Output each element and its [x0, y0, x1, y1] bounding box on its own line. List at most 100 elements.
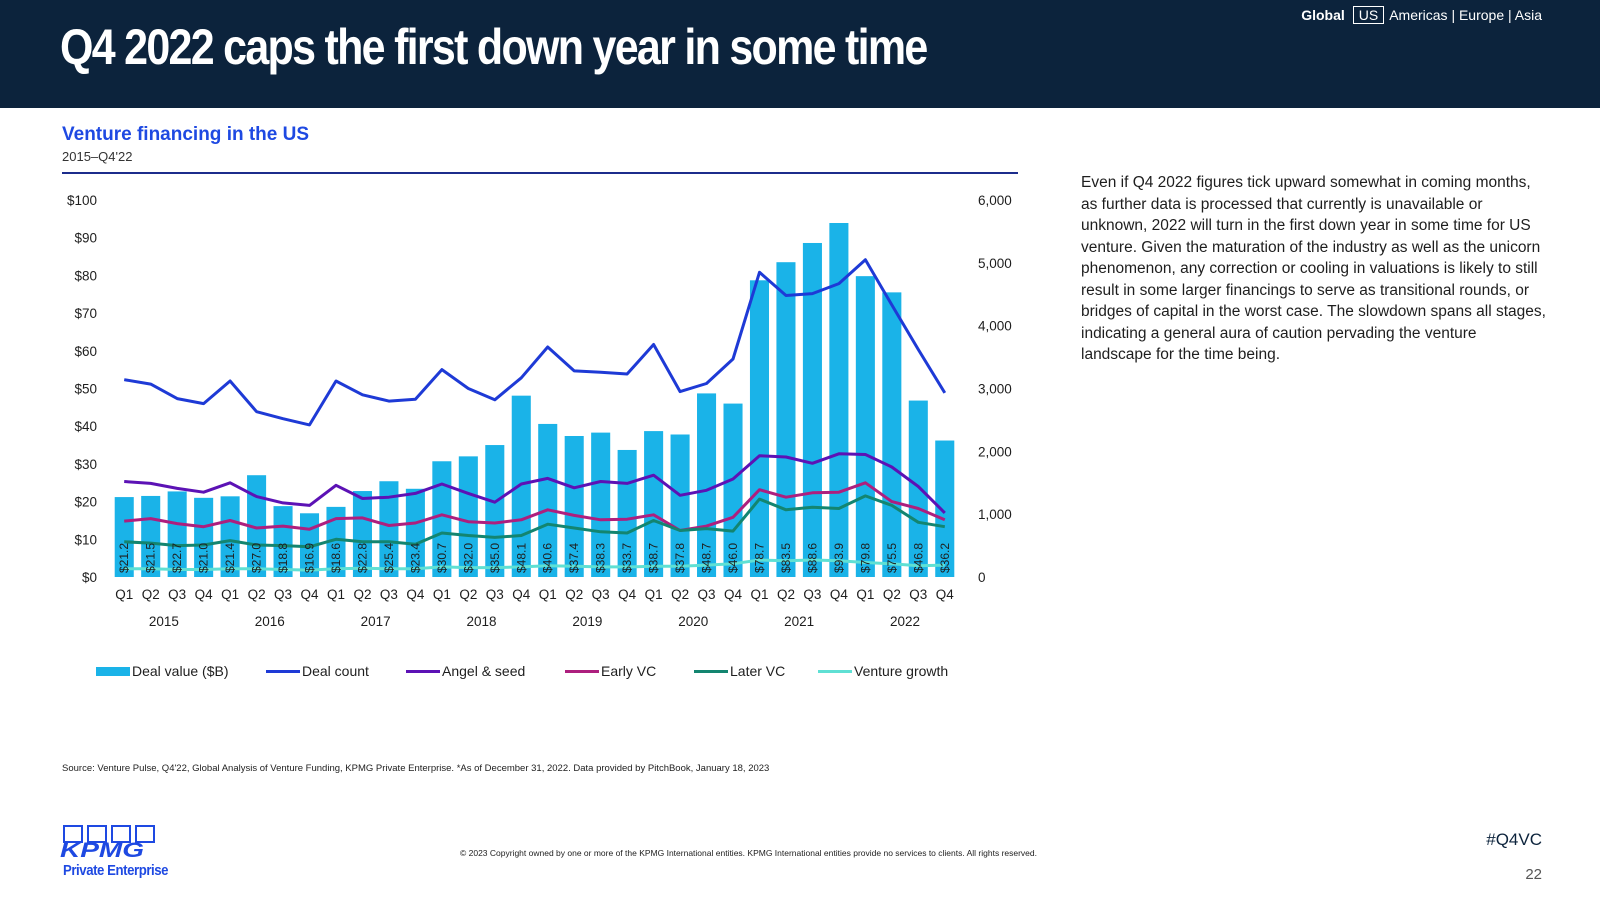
page-number: 22	[1525, 866, 1542, 883]
right-axis-tick-label: 2,000	[978, 444, 1012, 459]
x-axis-quarter-label: Q3	[168, 587, 186, 602]
bar-data-label: $79.8	[858, 543, 872, 573]
x-axis-quarter-label: Q4	[830, 587, 849, 602]
series-line-deal-count	[123, 258, 947, 427]
bar-deal-value	[538, 423, 558, 577]
x-axis-quarter-label: Q4	[512, 587, 531, 602]
bar-deal-value	[273, 506, 293, 577]
bar-deal-value	[776, 262, 796, 577]
bar-data-label: $75.5	[885, 543, 899, 573]
bar-deal-value	[749, 280, 770, 577]
x-axis-quarter-label: Q1	[221, 587, 239, 602]
x-axis-year-label: 2015	[149, 614, 179, 629]
x-axis-year-label: 2021	[784, 614, 814, 629]
bar-data-label: $40.6	[541, 543, 555, 573]
x-axis-quarter-label: Q3	[380, 587, 398, 602]
bar-deal-value	[432, 461, 452, 577]
bar-data-label: $27.0	[250, 543, 264, 573]
bar-deal-value	[935, 440, 955, 577]
bar-data-label: $21.4	[223, 543, 237, 573]
x-axis-quarter-label: Q4	[724, 587, 743, 602]
bar-deal-value	[908, 400, 928, 577]
bar-deal-value	[882, 292, 902, 577]
bar-data-label: $22.8	[355, 543, 369, 573]
legend-label: Deal count	[302, 663, 369, 679]
bar-deal-value	[697, 393, 717, 577]
x-axis-quarter-label: Q1	[433, 587, 451, 602]
right-axis-tick-label: 1,000	[978, 507, 1012, 522]
x-axis-year-label: 2017	[361, 614, 391, 629]
left-axis-tick-label: $60	[74, 344, 97, 359]
x-axis-quarter-label: Q2	[353, 587, 371, 602]
bar-data-label: $33.7	[620, 543, 634, 573]
bar-data-label: $36.2	[938, 543, 952, 573]
page-title: Q4 2022 caps the first down year in some…	[60, 19, 928, 75]
legend-label: Early VC	[601, 663, 656, 679]
bar-data-label: $46.8	[911, 543, 925, 573]
x-axis-quarter-label: Q2	[142, 587, 160, 602]
bar-deal-value	[141, 495, 161, 577]
bar-deal-value	[352, 491, 372, 577]
left-axis-tick-label: $40	[74, 419, 97, 434]
bar-data-label: $83.5	[779, 543, 793, 573]
bar-data-label: $46.0	[726, 543, 740, 573]
chart-subtitle: 2015–Q4'22	[62, 149, 133, 164]
x-axis-quarter-label: Q3	[592, 587, 610, 602]
x-axis-quarter-label: Q4	[301, 587, 320, 602]
bar-data-label: $78.7	[752, 543, 766, 573]
x-axis-quarter-label: Q2	[777, 587, 795, 602]
series-line-venture-growth	[124, 558, 945, 572]
x-axis-quarter-label: Q4	[618, 587, 637, 602]
bar-deal-value	[723, 403, 743, 577]
series-line-later-vc	[124, 494, 946, 549]
bar-data-label: $18.6	[329, 543, 343, 573]
bar-data-label: $35.0	[488, 543, 502, 573]
left-axis-tick-label: $100	[67, 193, 97, 208]
bar-data-label: $37.4	[567, 543, 581, 573]
logo-subtitle: Private Enterprise	[63, 862, 169, 879]
x-axis-year-label: 2019	[572, 614, 602, 629]
left-axis-tick-label: $10	[74, 532, 97, 547]
x-axis-quarter-label: Q3	[698, 587, 716, 602]
legend-label: Later VC	[730, 663, 785, 679]
bar-deal-value	[591, 432, 611, 577]
left-axis-tick-label: $30	[74, 457, 97, 472]
region-us-link[interactable]: US	[1352, 6, 1385, 24]
left-axis-tick-label: $80	[74, 268, 97, 283]
region-nav: Global US Americas | Europe | Asia	[1301, 6, 1542, 24]
bar-deal-value	[247, 475, 267, 577]
x-axis-quarter-label: Q1	[327, 587, 345, 602]
x-axis-quarter-label: Q2	[671, 587, 689, 602]
x-axis-quarter-label: Q2	[883, 587, 901, 602]
region-global-link[interactable]: Global	[1301, 7, 1345, 23]
bar-deal-value	[405, 488, 425, 577]
right-axis-tick-label: 5,000	[978, 256, 1012, 271]
bar-data-label: $16.9	[303, 543, 317, 573]
bar-deal-value	[167, 491, 187, 577]
series-line-angel-seed	[124, 452, 946, 514]
x-axis-quarter-label: Q3	[274, 587, 292, 602]
x-axis-quarter-label: Q4	[406, 587, 425, 602]
x-axis-quarter-label: Q3	[909, 587, 927, 602]
bar-deal-value	[485, 445, 505, 577]
bar-deal-value	[829, 222, 849, 577]
copyright-note: © 2023 Copyright owned by one or more of…	[460, 848, 1037, 858]
bar-deal-value	[220, 496, 240, 577]
left-axis-tick-label: $90	[74, 231, 97, 246]
left-axis-tick-label: $0	[82, 570, 97, 585]
x-axis-quarter-label: Q2	[565, 587, 583, 602]
region-other-links[interactable]: Americas | Europe | Asia	[1389, 7, 1542, 23]
bar-data-label: $22.7	[170, 543, 184, 573]
bar-data-label: $93.9	[832, 543, 846, 573]
bar-deal-value	[458, 456, 478, 577]
right-axis-tick-label: 6,000	[978, 193, 1012, 208]
header-bar: Q4 2022 caps the first down year in some…	[0, 0, 1600, 108]
legend-swatch-bar	[96, 667, 130, 676]
hashtag-label: #Q4VC	[1486, 830, 1542, 849]
bar-data-label: $38.7	[647, 543, 661, 573]
bar-deal-value	[379, 481, 399, 577]
source-note: Source: Venture Pulse, Q4'22, Global Ana…	[62, 763, 770, 774]
bar-deal-value	[855, 276, 875, 577]
bar-data-label: $48.7	[700, 543, 714, 573]
x-axis-quarter-label: Q2	[459, 587, 477, 602]
